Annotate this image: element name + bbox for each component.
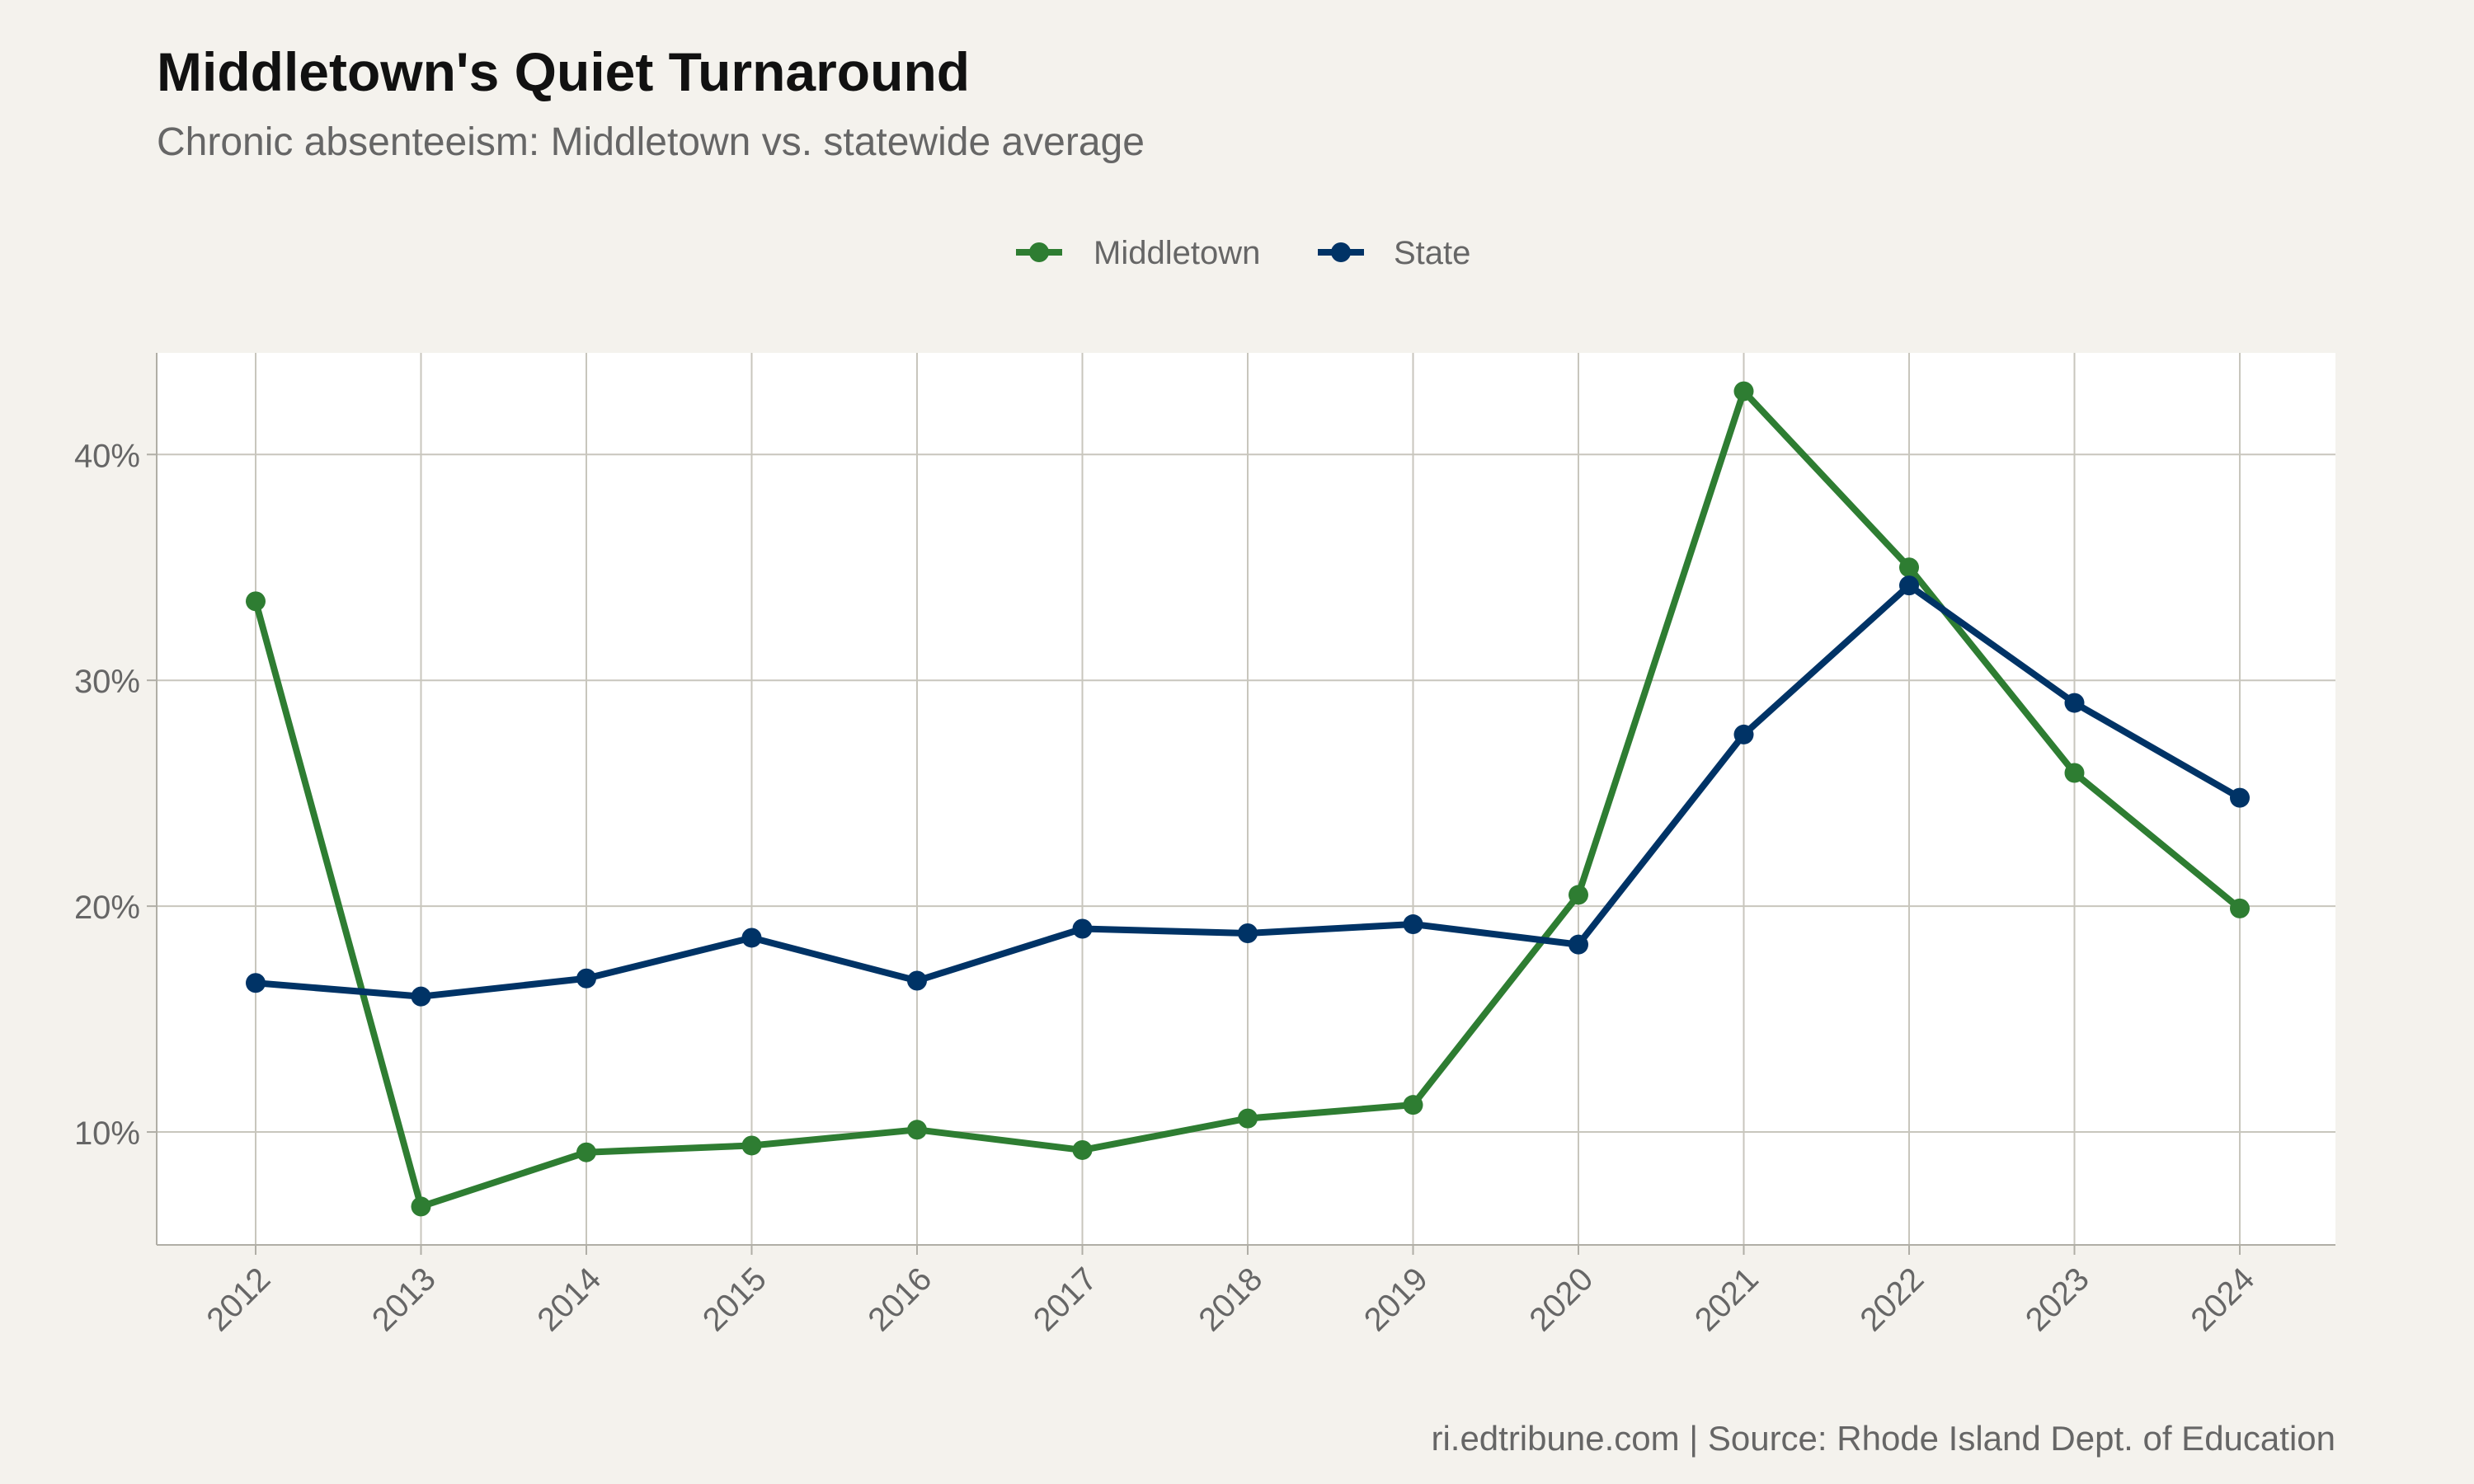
data-point-state xyxy=(1569,934,1588,955)
x-tick-label: 2019 xyxy=(1357,1261,1435,1338)
data-point-state xyxy=(2230,787,2250,808)
data-point-state xyxy=(576,968,596,989)
x-tick-label: 2013 xyxy=(365,1261,443,1338)
legend-swatch-point-state xyxy=(1331,242,1351,262)
x-tick-label: 2022 xyxy=(1853,1261,1931,1338)
chart-title: Middletown's Quiet Turnaround xyxy=(157,41,970,102)
y-tick-label: 20% xyxy=(74,890,140,926)
data-point-middletown xyxy=(1569,885,1588,905)
data-point-middletown xyxy=(2064,763,2085,783)
data-point-middletown xyxy=(411,1196,431,1217)
data-point-state xyxy=(1072,918,1093,939)
chart-caption: ri.edtribune.com | Source: Rhode Island … xyxy=(1431,1419,2335,1458)
data-point-middletown xyxy=(1899,557,1919,578)
data-point-middletown xyxy=(246,591,266,612)
data-point-state xyxy=(246,973,266,993)
x-tick-label: 2023 xyxy=(2019,1261,2096,1338)
plot-background xyxy=(157,353,2335,1245)
x-tick-label: 2016 xyxy=(861,1261,938,1338)
data-point-middletown xyxy=(1072,1139,1093,1160)
x-tick-label: 2018 xyxy=(1192,1261,1269,1338)
x-tick-label: 2014 xyxy=(530,1261,608,1338)
data-point-middletown xyxy=(741,1135,762,1156)
x-tick-label: 2020 xyxy=(1522,1261,1600,1338)
data-point-state xyxy=(1733,724,1754,744)
data-point-middletown xyxy=(1733,381,1754,402)
data-point-middletown xyxy=(1403,1095,1423,1115)
legend-swatch-point-middletown xyxy=(1029,242,1049,262)
chart-subtitle: Chronic absenteeism: Middletown vs. stat… xyxy=(157,120,1145,164)
data-point-state xyxy=(1403,914,1423,935)
data-point-state xyxy=(1899,575,1919,596)
series-layer xyxy=(246,381,2250,1217)
x-tick-label: 2017 xyxy=(1027,1261,1104,1338)
x-tick-label: 2021 xyxy=(1688,1261,1766,1338)
y-tick-label: 40% xyxy=(74,438,140,474)
x-tick-label: 2024 xyxy=(2184,1261,2261,1338)
data-point-middletown xyxy=(1238,1108,1258,1129)
y-tick-label: 30% xyxy=(74,664,140,700)
data-point-state xyxy=(907,970,927,991)
data-point-state xyxy=(411,986,431,1007)
y-tick-label: 10% xyxy=(74,1115,140,1152)
legend: Middletown State xyxy=(1016,235,1470,271)
x-tick-label: 2015 xyxy=(696,1261,774,1338)
legend-label-state: State xyxy=(1394,235,1470,271)
x-tick-label: 2012 xyxy=(200,1261,277,1338)
data-point-state xyxy=(741,928,762,948)
data-point-state xyxy=(2064,693,2085,713)
data-point-state xyxy=(1238,923,1258,943)
legend-label-middletown: Middletown xyxy=(1094,235,1260,271)
data-point-middletown xyxy=(907,1120,927,1140)
data-point-middletown xyxy=(576,1142,596,1162)
data-point-middletown xyxy=(2230,898,2250,918)
